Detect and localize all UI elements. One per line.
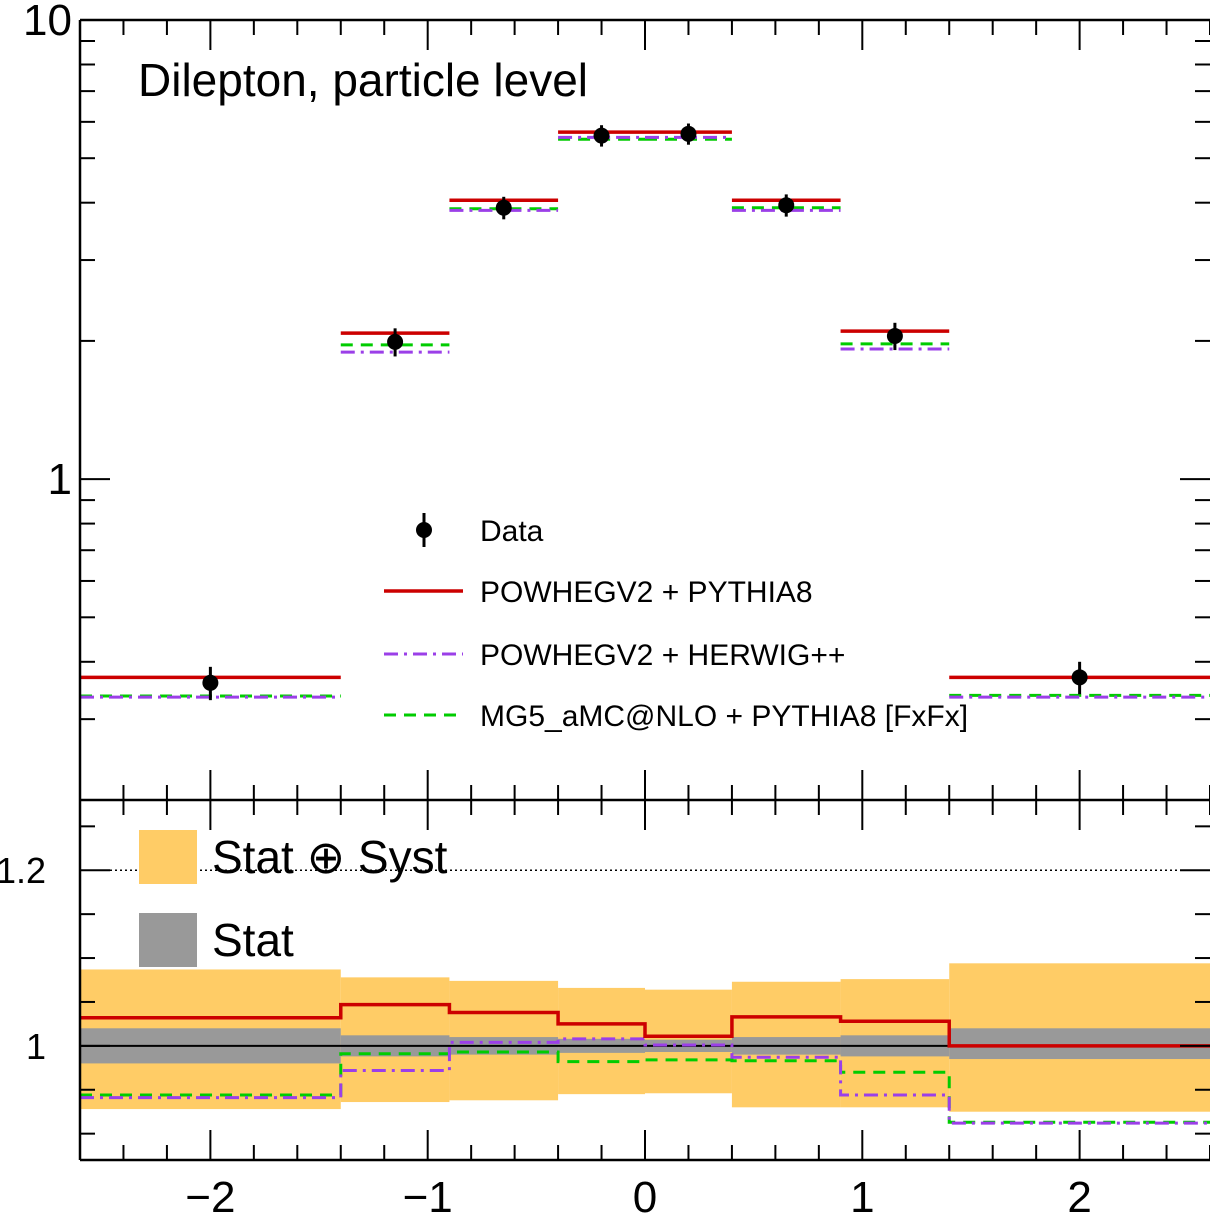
legend-label-stat: Stat — [212, 914, 294, 966]
band-stat-bin-7 — [949, 1028, 1210, 1060]
panel-annotation: Dilepton, particle level — [138, 54, 588, 106]
legend-entry-stat: Stat — [139, 913, 294, 967]
legend-data-marker — [416, 522, 432, 538]
main-axes: 1 10 — [23, 0, 1210, 801]
legend-entry-mg5: MG5_aMC@NLO + PYTHIA8 [FxFx] — [384, 700, 968, 733]
legend-label-stat-syst: Stat ⊕ Syst — [212, 831, 448, 883]
legend-entry-powheg-pythia8: POWHEGV2 + PYTHIA8 — [384, 576, 813, 609]
legend-label-powheg-pythia8: POWHEGV2 + PYTHIA8 — [480, 576, 813, 609]
legend-label-mg5: MG5_aMC@NLO + PYTHIA8 [FxFx] — [480, 700, 968, 733]
ratio-axes: 1 1.2 −2 −1 0 1 2 — [0, 798, 1210, 1217]
ratio-y-tick-label-0: 1 — [26, 1026, 46, 1067]
x-tick-label-2: 0 — [633, 1173, 657, 1217]
main-panel: 1 10 Dilepton, particle level Data POWHEG… — [23, 0, 1210, 801]
main-y-tick-label-0: 1 — [48, 455, 72, 504]
x-tick-label-0: −2 — [185, 1173, 235, 1217]
legend-entry-powheg-herwig: POWHEGV2 + HERWIG++ — [384, 639, 845, 672]
data-point-4 — [680, 125, 697, 142]
data-point-6 — [886, 327, 903, 344]
x-tick-label-3: 1 — [850, 1173, 874, 1217]
legend-swatch-stat — [139, 913, 197, 967]
data-point-1 — [387, 333, 404, 350]
legend-label-powheg-herwig: POWHEGV2 + HERWIG++ — [480, 639, 845, 672]
legend-swatch-stat-syst — [139, 830, 197, 884]
ratio-series-powhegv2-herwig — [80, 1037, 1210, 1125]
ratio-series-layer — [80, 1002, 1210, 1125]
ratio-bands-layer — [80, 869, 1210, 1112]
data-point-3 — [593, 127, 610, 144]
ratio-series-powhegv2-pythia8 — [80, 1002, 1210, 1048]
ratio-panel: 1 1.2 −2 −1 0 1 2 Stat ⊕ Syst Stat — [0, 798, 1210, 1217]
ratio-y-tick-label-1: 1.2 — [0, 850, 46, 891]
legend-entry-data: Data — [416, 513, 544, 548]
ratio-legend: Stat ⊕ Syst Stat — [139, 830, 448, 967]
main-series-layer — [80, 130, 1210, 699]
data-point-7 — [1071, 669, 1088, 686]
x-tick-label-4: 2 — [1067, 1173, 1091, 1217]
data-point-5 — [778, 197, 795, 214]
legend-entry-stat-syst: Stat ⊕ Syst — [139, 830, 448, 884]
data-point-2 — [495, 199, 512, 216]
legend-label-data: Data — [480, 515, 544, 548]
data-point-0 — [202, 674, 219, 691]
x-tick-label-1: −1 — [403, 1173, 453, 1217]
main-legend: Data POWHEGV2 + PYTHIA8 POWHEGV2 + HERWI… — [384, 513, 968, 733]
main-y-tick-label-1: 10 — [23, 0, 72, 45]
data-points-layer — [202, 123, 1088, 701]
ratio-series-mg5-amc-nlo-pythia8-fxfx — [80, 1050, 1210, 1124]
